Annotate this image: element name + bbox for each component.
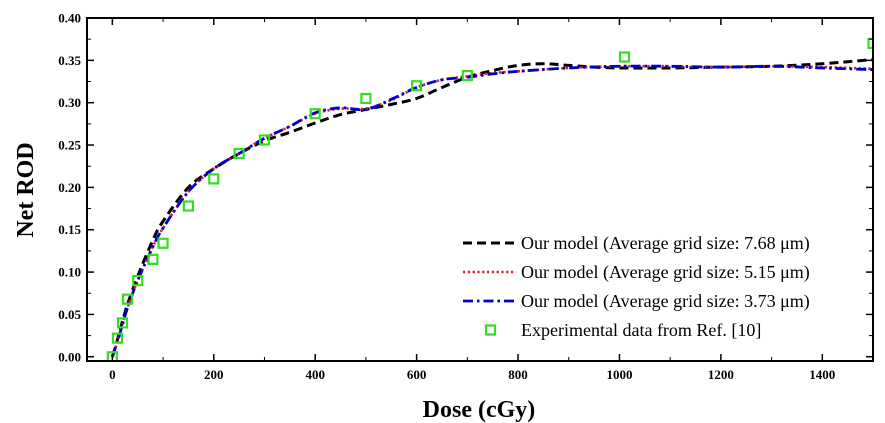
- plot-area: [106, 37, 873, 361]
- data-point-marker: [132, 274, 144, 287]
- x-tick-label: 800: [508, 367, 528, 382]
- y-tick-label: 0.25: [58, 138, 81, 153]
- data-point-marker: [360, 92, 372, 105]
- x-tick-label: 600: [407, 367, 427, 382]
- y-tick-label: 0.35: [58, 53, 81, 68]
- x-tick-label: 1400: [809, 367, 835, 382]
- data-point-marker: [116, 317, 129, 329]
- data-point-marker: [208, 173, 220, 185]
- series-group: [106, 37, 873, 361]
- y-tick-label: 0.05: [58, 307, 81, 322]
- series-line-dashdot: [111, 64, 873, 358]
- data-point-marker: [121, 293, 134, 305]
- legend-label: Experimental data from Ref. [10]: [521, 320, 761, 340]
- legend-entry: Experimental data from Ref. [10]: [484, 320, 761, 340]
- data-point-marker: [182, 200, 195, 212]
- legend-entry: Our model (Average grid size: 5.15 μm): [463, 262, 810, 283]
- y-tick-label: 0.10: [58, 265, 81, 280]
- legend-label: Our model (Average grid size: 7.68 μm): [521, 233, 810, 254]
- x-tick-label: 200: [204, 367, 224, 382]
- x-tick-label: 1000: [606, 367, 632, 382]
- y-tick-label: 0.40: [58, 11, 81, 26]
- data-point-marker: [106, 351, 118, 361]
- series-line-dotted: [111, 64, 873, 358]
- x-tick-label: 1200: [708, 367, 734, 382]
- legend-swatch: [484, 324, 497, 336]
- x-tick-label: 400: [305, 367, 325, 382]
- experimental-markers: [106, 37, 873, 361]
- data-point-marker: [867, 37, 873, 50]
- data-point-marker: [461, 69, 473, 82]
- data-point-marker: [157, 237, 169, 249]
- data-point-marker: [111, 332, 124, 344]
- y-tick-label: 0.20: [58, 180, 81, 195]
- legend-entry: Our model (Average grid size: 7.68 μm): [463, 233, 810, 254]
- y-tick-label: 0.00: [58, 349, 81, 364]
- y-tick-label: 0.30: [58, 95, 81, 110]
- data-point-marker: [411, 80, 423, 92]
- data-point-marker: [618, 51, 631, 63]
- legend: Our model (Average grid size: 7.68 μm) Ou…: [463, 233, 810, 340]
- axes: 0 200 400 600 800 1000 1200 1400 0.00 0.05 0.10 0.1…: [58, 11, 874, 382]
- legend-label: Our model (Average grid size: 5.15 μm): [521, 262, 810, 283]
- plot-frame: [86, 17, 874, 362]
- data-point-marker: [147, 253, 159, 265]
- x-tick-label: 0: [109, 367, 116, 382]
- y-tick-label: 0.15: [58, 222, 81, 237]
- series-line-dashed: [110, 58, 873, 358]
- y-axis-title: Net ROD: [13, 142, 39, 237]
- data-point-marker: [309, 108, 321, 120]
- x-axis-title: Dose (cGy): [423, 397, 536, 423]
- data-point-marker: [258, 134, 271, 146]
- legend-entry: Our model (Average grid size: 3.73 μm): [463, 291, 810, 312]
- data-point-marker: [233, 147, 245, 160]
- legend-label: Our model (Average grid size: 3.73 μm): [521, 291, 810, 312]
